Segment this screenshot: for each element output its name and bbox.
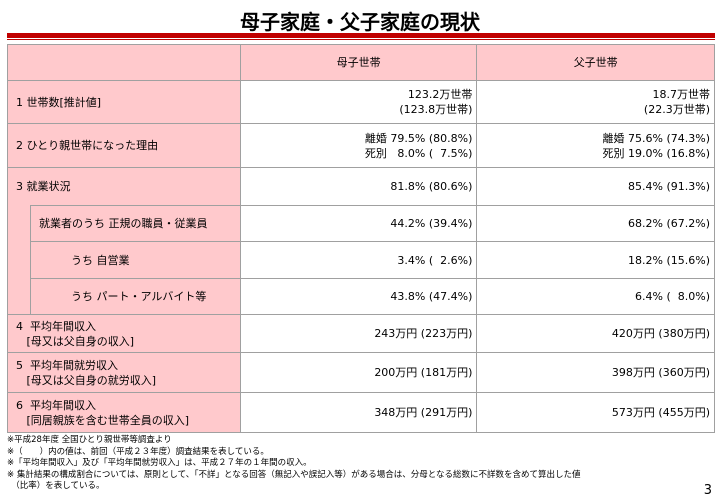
header-mother: 母子世帯 (239, 44, 478, 81)
table-row: 1 世帯数[推計値] 123.2万世帯 (123.8万世帯) 18.7万世帯 (… (7, 80, 715, 124)
mother-value: 243万円 (223万円) (239, 314, 478, 353)
father-value: 68.2% (67.2%) (476, 205, 715, 242)
table-row: 4 平均年間収入 [母又は父自身の収入] 243万円 (223万円) 420万円… (7, 314, 715, 353)
father-value: 18.7万世帯 (22.3万世帯) (476, 80, 715, 124)
table-row: 2 ひとり親世帯になった理由 離婚 79.5% (80.8%) 死別 8.0% … (7, 123, 715, 168)
page-number: 3 (703, 483, 712, 498)
header-blank (7, 44, 241, 81)
father-value: 420万円 (380万円) (476, 314, 715, 353)
title-rule-thin (7, 39, 715, 40)
header-father: 父子世帯 (476, 44, 715, 81)
row-label: 4 平均年間収入 [母又は父自身の収入] (7, 314, 241, 353)
row-label: 6 平均年間収入 [同居親族を含む世帯全員の収入] (7, 392, 241, 433)
father-value: 573万円 (455万円) (476, 392, 715, 433)
footnote: ※（ ）内の値は、前回（平成２３年度）調査結果を表している。 (7, 446, 269, 457)
footnote: ※ 集計結果の構成割合については、原則として、「不詳」となる回答（無記入や誤記入… (7, 469, 581, 480)
father-value: 18.2% (15.6%) (476, 241, 715, 279)
mother-value: 43.8% (47.4%) (239, 278, 478, 315)
page-title: 母子家庭・父子家庭の現状 (240, 10, 480, 34)
row-label: 就業者のうち 正規の職員・従業員 (29, 205, 241, 242)
footnotes: ※平成28年度 全国ひとり親世帯等調査より ※（ ）内の値は、前回（平成２３年度… (7, 435, 580, 493)
row-label: うち 自営業 (29, 241, 241, 279)
father-value: 85.4% (91.3%) (476, 167, 715, 206)
footnote: （比率）を表している。 (7, 481, 105, 491)
mother-value: 200万円 (181万円) (239, 352, 478, 393)
table-row: 就業者のうち 正規の職員・従業員 44.2% (39.4%) 68.2% (67… (7, 205, 715, 315)
table-row: 5 平均年間就労収入 [母又は父自身の就労収入] 200万円 (181万円) 3… (7, 352, 715, 393)
mother-value: 348万円 (291万円) (239, 392, 478, 433)
row-label: 5 平均年間就労収入 [母又は父自身の就労収入] (7, 352, 241, 393)
table-row: 3 就業状況 81.8% (80.6%) 85.4% (91.3%) (7, 167, 715, 206)
father-value: 離婚 75.6% (74.3%) 死別 19.0% (16.8%) (476, 123, 715, 168)
footnote: ※平成28年度 全国ひとり親世帯等調査より (7, 435, 172, 445)
row-label: うち パート・アルバイト等 (29, 278, 241, 315)
table-row: 6 平均年間収入 [同居親族を含む世帯全員の収入] 348万円 (291万円) … (7, 392, 715, 433)
table-row: うち パート・アルバイト等 43.8% (47.4%) 6.4% ( 8.0%) (8, 278, 715, 315)
father-value: 398万円 (360万円) (476, 352, 715, 393)
table-header-row: 母子世帯 父子世帯 (7, 44, 715, 81)
mother-value: 81.8% (80.6%) (239, 167, 478, 206)
title-rule (7, 33, 715, 38)
footnote: ※「平均年間収入」及び「平均年間就労収入」は、平成２７年の１年間の収入。 (7, 458, 312, 468)
row-label: 1 世帯数[推計値] (7, 80, 241, 124)
mother-value: 3.4% ( 2.6%) (239, 241, 478, 279)
mother-value: 44.2% (39.4%) (239, 205, 478, 242)
mother-value: 離婚 79.5% (80.8%) 死別 8.0% ( 7.5%) (239, 123, 478, 168)
mother-value: 123.2万世帯 (123.8万世帯) (239, 80, 478, 124)
row-label: 2 ひとり親世帯になった理由 (7, 123, 241, 168)
row-label: 3 就業状況 (7, 167, 241, 206)
stats-table: 母子世帯 父子世帯 1 世帯数[推計値] 123.2万世帯 (123.8万世帯)… (7, 44, 715, 433)
table-row: うち 自営業 3.4% ( 2.6%) 18.2% (15.6%) (8, 241, 715, 279)
indent-cell (7, 205, 31, 315)
father-value: 6.4% ( 8.0%) (476, 278, 715, 315)
